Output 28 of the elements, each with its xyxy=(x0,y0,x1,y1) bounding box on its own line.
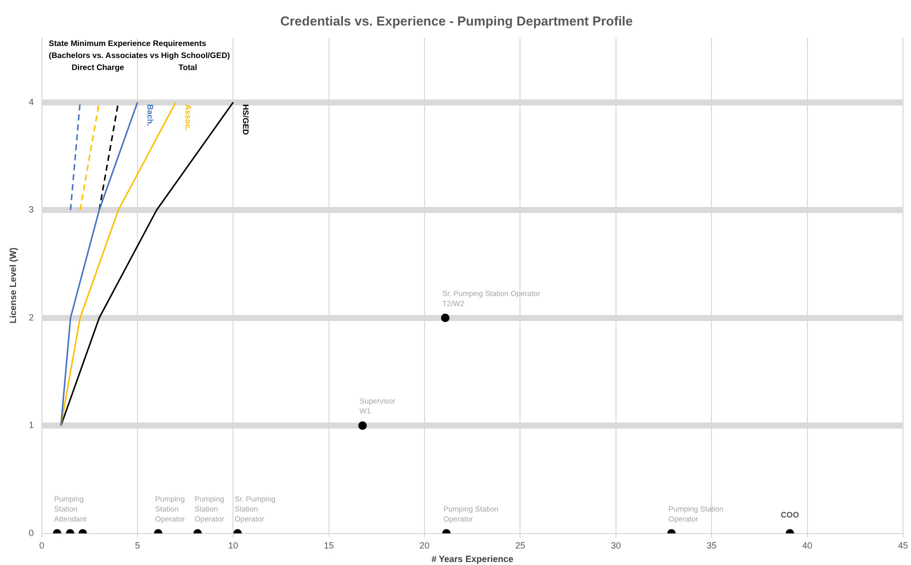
annotation: Total xyxy=(178,62,198,72)
y-tick-label: 4 xyxy=(28,96,34,107)
y-axis-title: License Level (W) xyxy=(8,247,18,324)
point xyxy=(358,421,367,430)
x-tick-label: 40 xyxy=(802,540,812,550)
y-tick-label: 2 xyxy=(28,312,34,322)
y-tick-label: 0 xyxy=(28,528,34,538)
x-tick-label: 35 xyxy=(706,540,717,550)
y-tick-label: 1 xyxy=(28,420,34,430)
point xyxy=(440,314,450,322)
x-tick-label: 15 xyxy=(324,540,334,550)
annotation: State Minimum Experience Requirements xyxy=(48,38,207,48)
text: Assoc. xyxy=(184,104,193,131)
y-tick-label: 3 xyxy=(28,204,34,215)
x-tick-label: 10 xyxy=(228,540,238,550)
x-tick-label: 30 xyxy=(610,540,621,550)
annotation: (Bachelors vs. Associates vs High School/GED) xyxy=(48,50,230,60)
x-axis-title: # Years Experience xyxy=(431,554,514,564)
chart-title: Credentials vs. Experience - Pumping Department Profile xyxy=(280,13,633,28)
x-tick-label: 20 xyxy=(420,540,430,550)
x-tick-label: 0 xyxy=(39,540,44,550)
x-tick-label: 5 xyxy=(134,540,140,550)
annotation: Direct Charge xyxy=(72,62,125,72)
text: Bach. xyxy=(145,104,154,126)
x-tick-label: 25 xyxy=(515,540,526,550)
annotation: COO xyxy=(780,510,800,520)
x-tick-label: 45 xyxy=(898,540,908,550)
text: HS/GED xyxy=(240,104,250,136)
